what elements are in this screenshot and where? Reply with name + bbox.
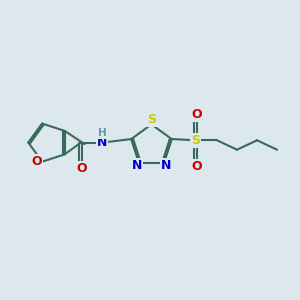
Text: O: O (191, 108, 202, 121)
Text: N: N (97, 136, 107, 149)
Text: S: S (191, 134, 200, 147)
Text: S: S (147, 112, 156, 126)
Text: N: N (161, 159, 172, 172)
Text: H: H (98, 128, 107, 138)
Text: O: O (76, 162, 87, 175)
Text: N: N (131, 159, 142, 172)
Text: O: O (191, 160, 202, 173)
Text: O: O (32, 155, 42, 168)
